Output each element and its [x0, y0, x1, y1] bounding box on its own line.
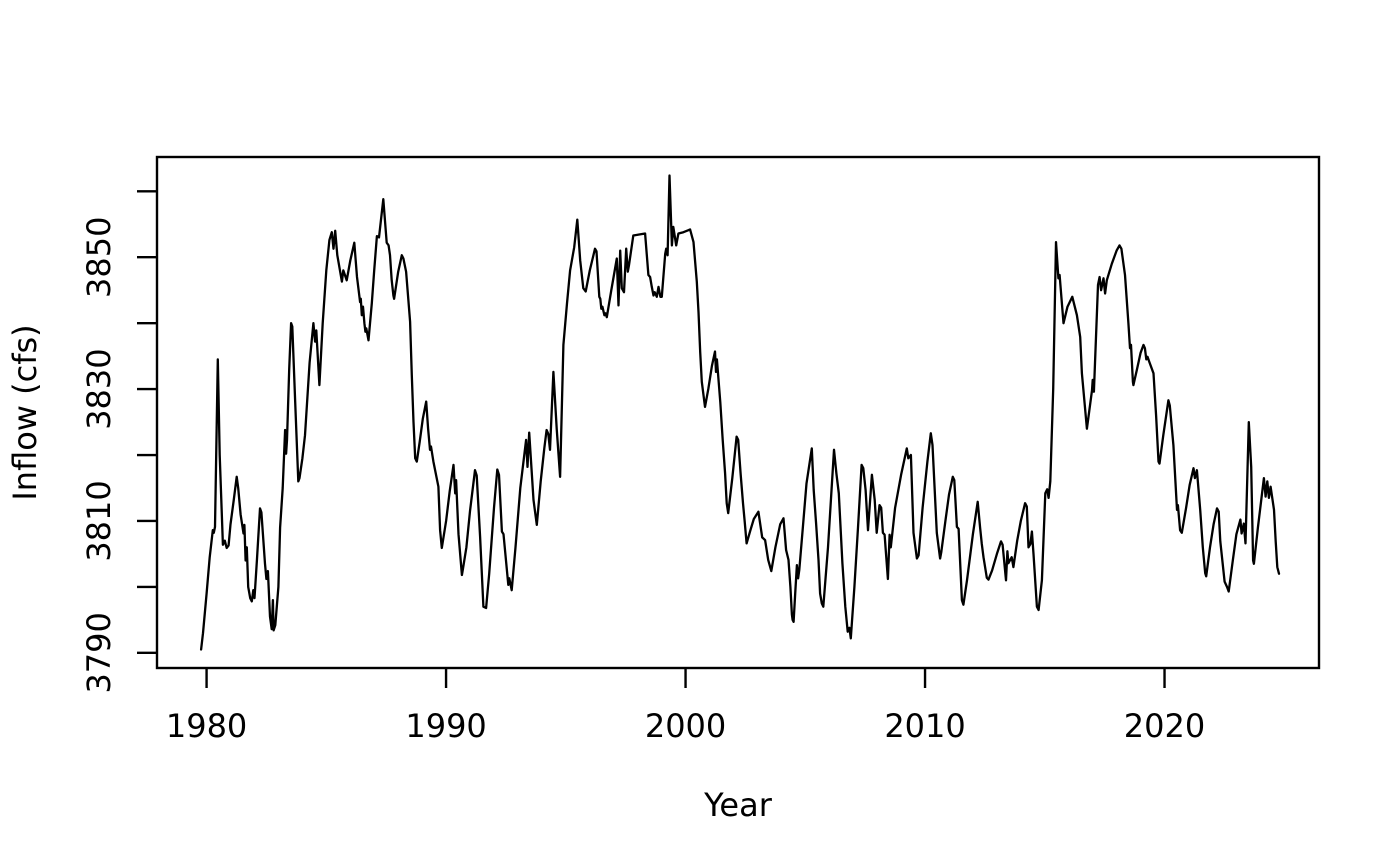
x-axis-ticks [205, 668, 1166, 688]
y-tick-label: 3830 [80, 348, 118, 429]
plot-border [155, 155, 1321, 670]
x-axis-title: Year [703, 786, 773, 824]
x-tick-label: 2020 [1124, 707, 1205, 745]
x-tick-label: 1990 [405, 707, 486, 745]
y-axis-title: Inflow (cfs) [6, 324, 44, 500]
y-axis-tick-labels: 3790 3810 3830 3850 [80, 217, 118, 694]
y-tick-label: 3810 [80, 480, 118, 561]
x-tick-label: 2000 [645, 707, 726, 745]
x-tick-label: 2010 [884, 707, 965, 745]
x-axis-tick-labels: 1980 1990 2000 2010 2020 [166, 707, 1205, 745]
y-tick-label: 3790 [80, 612, 118, 693]
x-tick-label: 1980 [166, 707, 247, 745]
y-axis-ticks [137, 190, 157, 655]
inflow-line [199, 174, 1281, 651]
data-series [199, 174, 1281, 651]
y-tick-label: 3850 [80, 217, 118, 298]
